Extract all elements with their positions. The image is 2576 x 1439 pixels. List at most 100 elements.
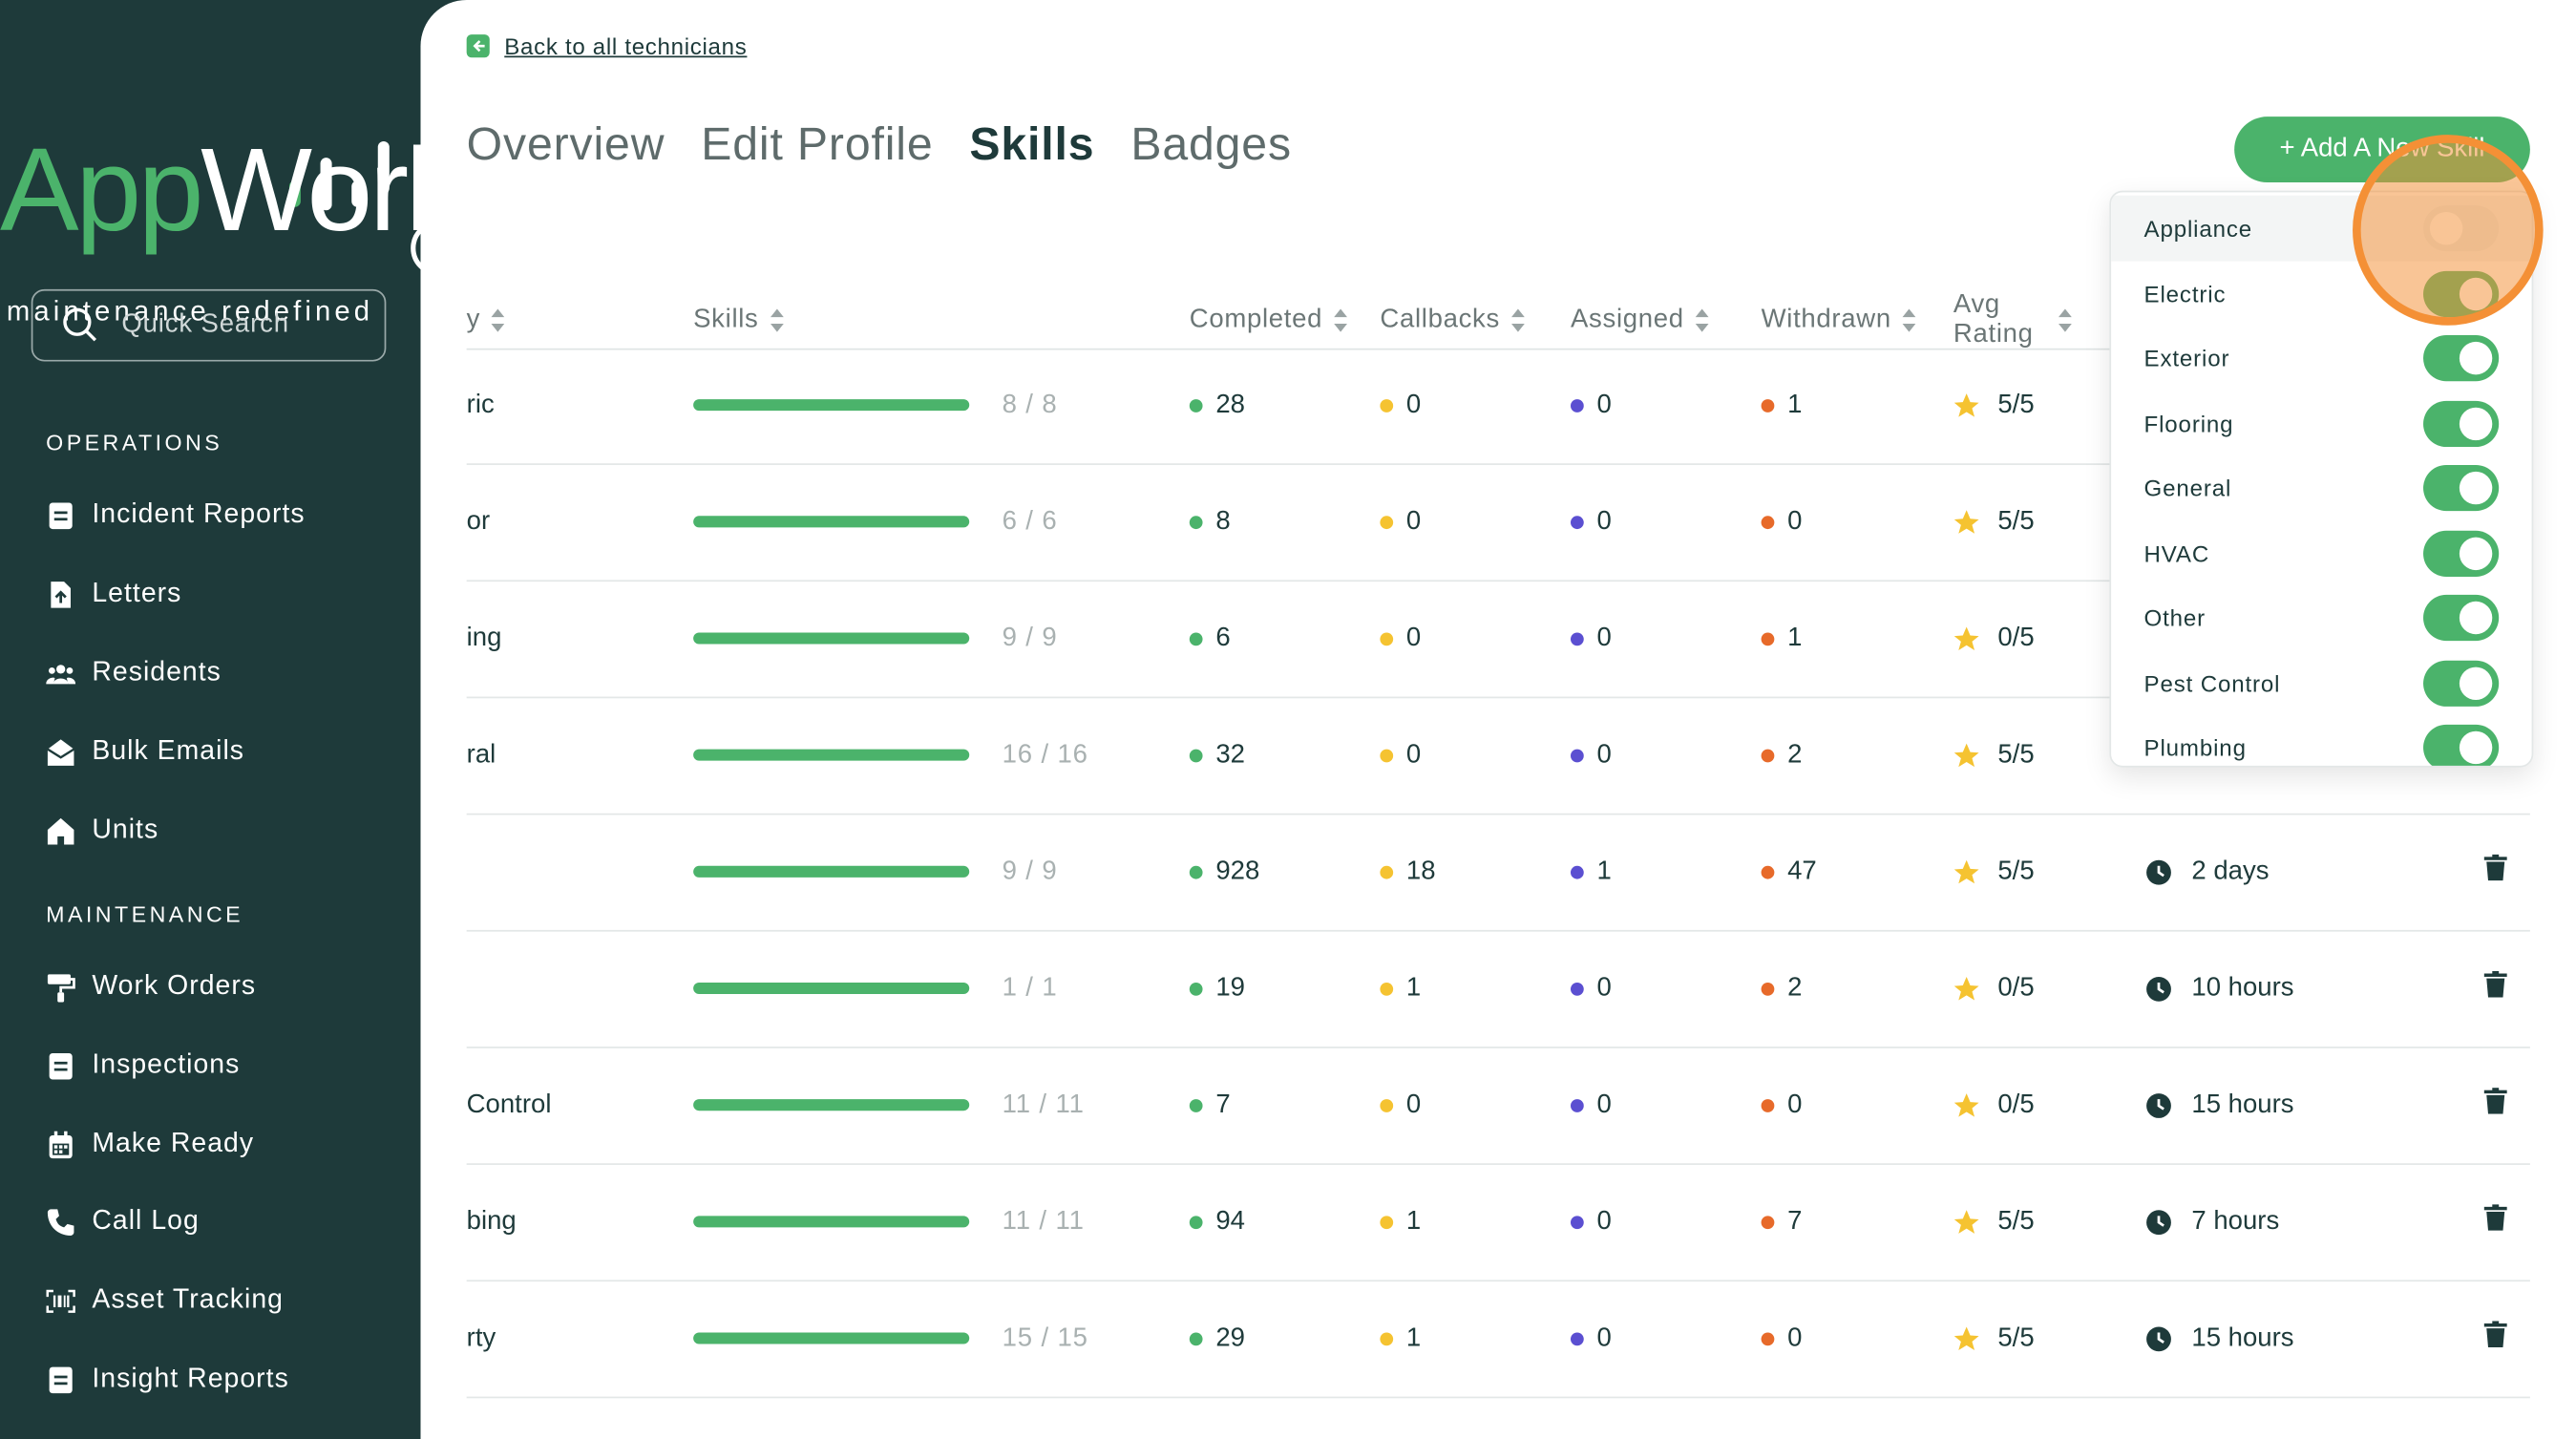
brand-tagline: maintenance redefined bbox=[6, 295, 374, 328]
column-completed[interactable]: Completed bbox=[1190, 292, 1349, 349]
skill-toggle[interactable] bbox=[2423, 399, 2500, 447]
skill-option[interactable]: Other bbox=[2111, 585, 2531, 651]
skill-option-label: Pest Control bbox=[2143, 669, 2281, 696]
row-skill-name: bing bbox=[466, 1206, 517, 1236]
nav-label: Residents bbox=[92, 657, 222, 688]
column-skill[interactable]: y bbox=[467, 292, 507, 349]
table-row[interactable]: bing 11 / 11 94 1 0 7 5/5 7 hours bbox=[466, 1163, 2530, 1282]
assigned-value: 0 bbox=[1596, 624, 1612, 652]
row-callbacks: 0 bbox=[1380, 1047, 1421, 1163]
row-withdrawn: 1 bbox=[1761, 580, 1802, 696]
row-ratio: 16 / 16 bbox=[1002, 740, 1088, 769]
callbacks-value: 0 bbox=[1405, 624, 1422, 652]
delete-skill-button[interactable] bbox=[2483, 930, 2507, 1047]
skill-toggle[interactable] bbox=[2423, 724, 2500, 766]
skill-toggle[interactable] bbox=[2423, 594, 2500, 642]
back-link[interactable]: Back to all technicians bbox=[466, 32, 748, 59]
completed-value: 19 bbox=[1215, 973, 1245, 1002]
skill-option[interactable]: Exterior bbox=[2111, 326, 2531, 391]
row-avg-time: 15 hours bbox=[2145, 1047, 2294, 1163]
table-row[interactable]: Control 11 / 11 7 0 0 0 0/5 15 hours bbox=[466, 1047, 2530, 1165]
delete-skill-button[interactable] bbox=[2483, 1047, 2507, 1163]
column-avg-rating[interactable]: Avg Rating bbox=[1953, 291, 2073, 349]
search-placeholder: Quick Search bbox=[121, 310, 289, 339]
nav-units[interactable]: Units bbox=[46, 815, 158, 846]
skill-option[interactable]: Pest Control bbox=[2111, 650, 2531, 716]
column-callbacks[interactable]: Callbacks bbox=[1380, 292, 1526, 349]
sort-icon[interactable] bbox=[769, 306, 785, 335]
nav-make-ready[interactable]: Make Ready bbox=[46, 1129, 254, 1160]
nav-call-log[interactable]: Call Log bbox=[46, 1206, 200, 1238]
nav-work-orders[interactable]: Work Orders bbox=[46, 971, 256, 1003]
nav-insight-reports[interactable]: Insight Reports bbox=[46, 1364, 289, 1395]
column-assigned[interactable]: Assigned bbox=[1571, 292, 1710, 349]
column-label: Completed bbox=[1189, 306, 1323, 334]
status-dot bbox=[1570, 631, 1584, 645]
paint-roller-icon bbox=[46, 972, 75, 1002]
nav-incident-reports[interactable]: Incident Reports bbox=[46, 499, 305, 531]
table-row[interactable]: 1 / 1 19 1 0 2 0/5 10 hours bbox=[466, 930, 2530, 1048]
tab-skills[interactable]: Skills bbox=[969, 117, 1095, 170]
star-icon bbox=[1952, 1207, 1981, 1237]
delete-skill-button[interactable] bbox=[2483, 1280, 2507, 1396]
completed-value: 32 bbox=[1215, 740, 1245, 769]
column-skills[interactable]: Skills bbox=[693, 292, 785, 349]
skill-option[interactable]: Plumbing bbox=[2111, 715, 2531, 766]
withdrawn-value: 0 bbox=[1787, 506, 1803, 536]
skill-option-label: Electric bbox=[2143, 280, 2227, 307]
table-row[interactable]: 9 / 9 928 18 1 47 5/5 2 days bbox=[466, 814, 2530, 932]
clock-icon bbox=[2145, 1091, 2172, 1118]
assigned-value: 0 bbox=[1596, 390, 1612, 418]
row-rating: 5/5 bbox=[1952, 814, 2035, 930]
table-row[interactable]: rty 15 / 15 29 1 0 0 5/5 15 hours bbox=[466, 1280, 2530, 1399]
skill-toggle[interactable] bbox=[2423, 659, 2500, 707]
nav-bulk-emails[interactable]: Bulk Emails bbox=[46, 736, 244, 768]
sort-icon[interactable] bbox=[1901, 306, 1917, 335]
nav-inspections[interactable]: Inspections bbox=[46, 1050, 240, 1082]
nav-residents[interactable]: Residents bbox=[46, 657, 222, 688]
tab-badges[interactable]: Badges bbox=[1130, 117, 1292, 170]
row-rating: 5/5 bbox=[1952, 463, 2035, 580]
skill-toggle[interactable] bbox=[2423, 529, 2500, 577]
tab-overview[interactable]: Overview bbox=[466, 117, 665, 170]
status-dot bbox=[1189, 1331, 1203, 1345]
skill-option[interactable]: Flooring bbox=[2111, 391, 2531, 456]
delete-skill-button[interactable] bbox=[2483, 1163, 2507, 1280]
skill-toggle[interactable] bbox=[2423, 335, 2500, 382]
skill-option[interactable]: General bbox=[2111, 455, 2531, 521]
table-row[interactable]: ral 16 / 16 32 0 0 2 5/5 bbox=[466, 697, 2530, 815]
row-ratio: 6 / 6 bbox=[1002, 506, 1058, 536]
sort-icon[interactable] bbox=[1694, 306, 1710, 335]
table-row[interactable]: ric 8 / 8 28 0 0 1 5/5 bbox=[466, 347, 2530, 465]
quick-search[interactable]: Quick Search bbox=[31, 288, 387, 362]
skill-option[interactable]: HVAC bbox=[2111, 520, 2531, 586]
sort-icon[interactable] bbox=[1332, 306, 1348, 335]
skill-toggle[interactable] bbox=[2423, 464, 2500, 512]
withdrawn-value: 7 bbox=[1787, 1206, 1803, 1236]
delete-skill-button[interactable] bbox=[2483, 814, 2507, 930]
tab-edit-profile[interactable]: Edit Profile bbox=[701, 117, 934, 170]
sort-icon[interactable] bbox=[2057, 306, 2073, 335]
row-withdrawn: 2 bbox=[1761, 930, 1802, 1047]
sort-icon[interactable] bbox=[490, 306, 506, 335]
status-dot bbox=[1761, 864, 1775, 878]
callbacks-value: 0 bbox=[1405, 740, 1422, 769]
row-progress-bar bbox=[693, 1280, 970, 1396]
nav-asset-tracking[interactable]: Asset Tracking bbox=[46, 1285, 284, 1317]
sort-icon[interactable] bbox=[1510, 306, 1526, 335]
table-row[interactable]: ing 9 / 9 6 0 0 1 0/5 bbox=[466, 580, 2530, 699]
column-withdrawn[interactable]: Withdrawn bbox=[1762, 292, 1918, 349]
brand-logo[interactable]: AppWork maintenance redefined bbox=[0, 66, 476, 327]
table-row[interactable]: or 6 / 6 8 0 0 0 5/5 bbox=[466, 463, 2530, 582]
avg-time-value: 15 hours bbox=[2191, 1090, 2294, 1118]
status-dot bbox=[1761, 1098, 1775, 1112]
completed-value: 928 bbox=[1215, 857, 1260, 885]
status-dot bbox=[1570, 1098, 1584, 1112]
callbacks-value: 0 bbox=[1405, 390, 1422, 418]
row-completed: 7 bbox=[1189, 1047, 1231, 1163]
row-callbacks: 1 bbox=[1380, 1280, 1421, 1396]
nav-label: Asset Tracking bbox=[92, 1284, 285, 1315]
row-skill-name: or bbox=[466, 506, 491, 536]
nav-letters[interactable]: Letters bbox=[46, 579, 181, 610]
column-label: y bbox=[466, 306, 481, 334]
